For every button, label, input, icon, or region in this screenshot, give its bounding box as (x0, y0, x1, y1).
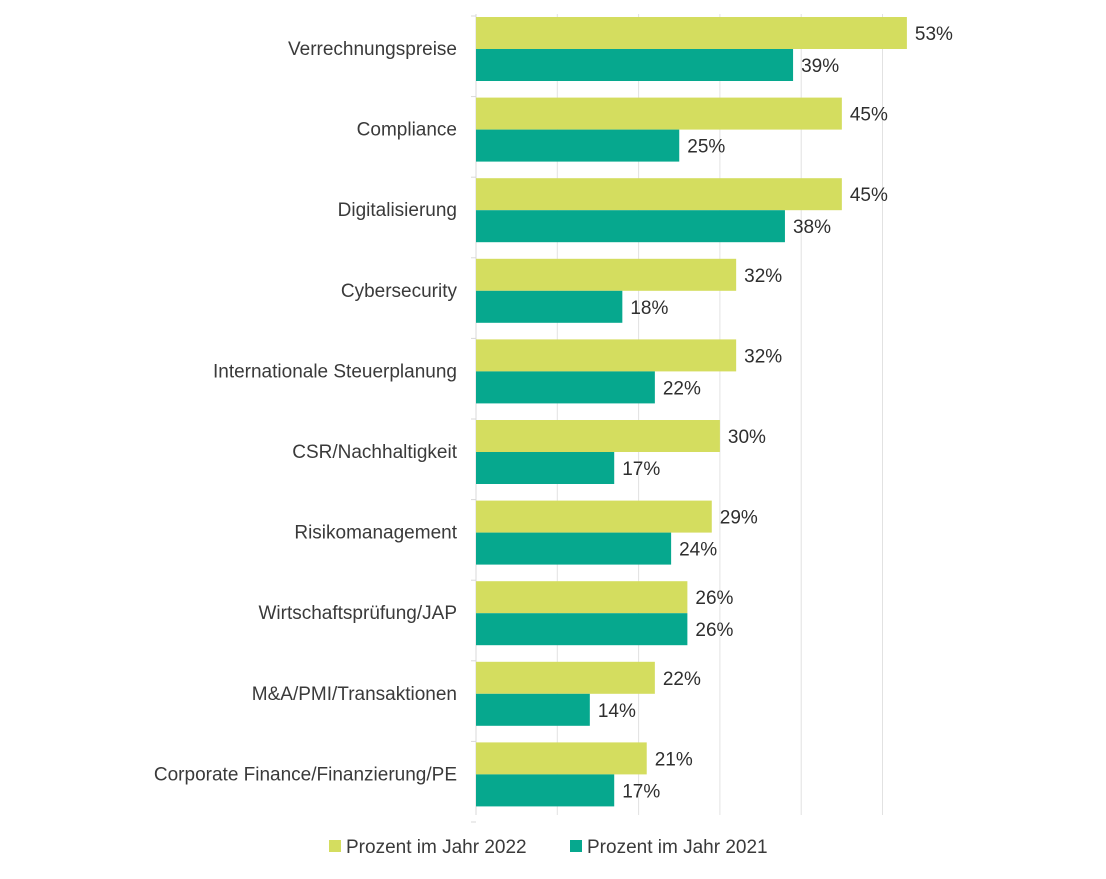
bar (476, 661, 655, 694)
category-label: Cybersecurity (341, 281, 458, 302)
bar (476, 129, 680, 162)
bar (476, 742, 647, 775)
data-label: 30% (728, 427, 766, 448)
bar (476, 17, 907, 49)
bar (476, 258, 737, 291)
data-label: 22% (663, 378, 701, 399)
data-label: 22% (663, 669, 701, 690)
category-label: Corporate Finance/Finanzierung/PE (154, 764, 457, 785)
bars: 53%39%45%25%45%38%32%18%32%22%30%17%29%2… (476, 17, 953, 807)
bar (476, 371, 655, 404)
data-label: 53% (915, 24, 953, 45)
data-label: 21% (655, 749, 693, 770)
bar (476, 500, 712, 533)
data-label: 45% (850, 105, 888, 126)
data-label: 39% (801, 56, 839, 77)
category-label: CSR/Nachhaltigkeit (292, 442, 457, 463)
category-label: Wirtschaftsprüfung/JAP (258, 603, 457, 624)
bar (476, 613, 688, 646)
bar (476, 49, 794, 81)
legend-label: Prozent im Jahr 2021 (587, 837, 768, 858)
bar (476, 693, 590, 726)
category-label: Verrechnungspreise (288, 39, 457, 60)
bar (476, 452, 615, 484)
data-label: 17% (622, 459, 660, 480)
category-label: Compliance (357, 120, 457, 141)
data-label: 45% (850, 185, 888, 206)
legend-swatch (570, 840, 582, 852)
category-label: Internationale Steuerplanung (213, 361, 457, 382)
category-label: M&A/PMI/Transaktionen (252, 684, 457, 705)
data-label: 25% (687, 137, 725, 158)
bar (476, 420, 720, 452)
bar (476, 339, 737, 372)
bar (476, 581, 688, 614)
legend-swatch (329, 840, 341, 852)
data-label: 26% (695, 588, 733, 609)
data-label: 17% (622, 781, 660, 802)
bar (476, 178, 842, 211)
category-label: Risikomanagement (294, 523, 457, 544)
bar (476, 774, 615, 807)
category-label: Digitalisierung (338, 200, 457, 221)
legend: Prozent im Jahr 2022 Prozent im Jahr 2021 (329, 837, 768, 858)
bar (476, 532, 672, 565)
bar (476, 290, 623, 323)
category-labels: Verrechnungspreise Compliance Digitalisier… (154, 39, 458, 785)
data-label: 24% (679, 540, 717, 561)
data-label: 18% (630, 298, 668, 319)
data-label: 29% (720, 508, 758, 529)
bar (476, 210, 785, 243)
bar (476, 97, 842, 130)
data-label: 32% (744, 346, 782, 367)
legend-label: Prozent im Jahr 2022 (346, 837, 527, 858)
data-label: 38% (793, 217, 831, 238)
data-label: 32% (744, 266, 782, 287)
data-label: 14% (598, 701, 636, 722)
data-label: 26% (695, 620, 733, 641)
